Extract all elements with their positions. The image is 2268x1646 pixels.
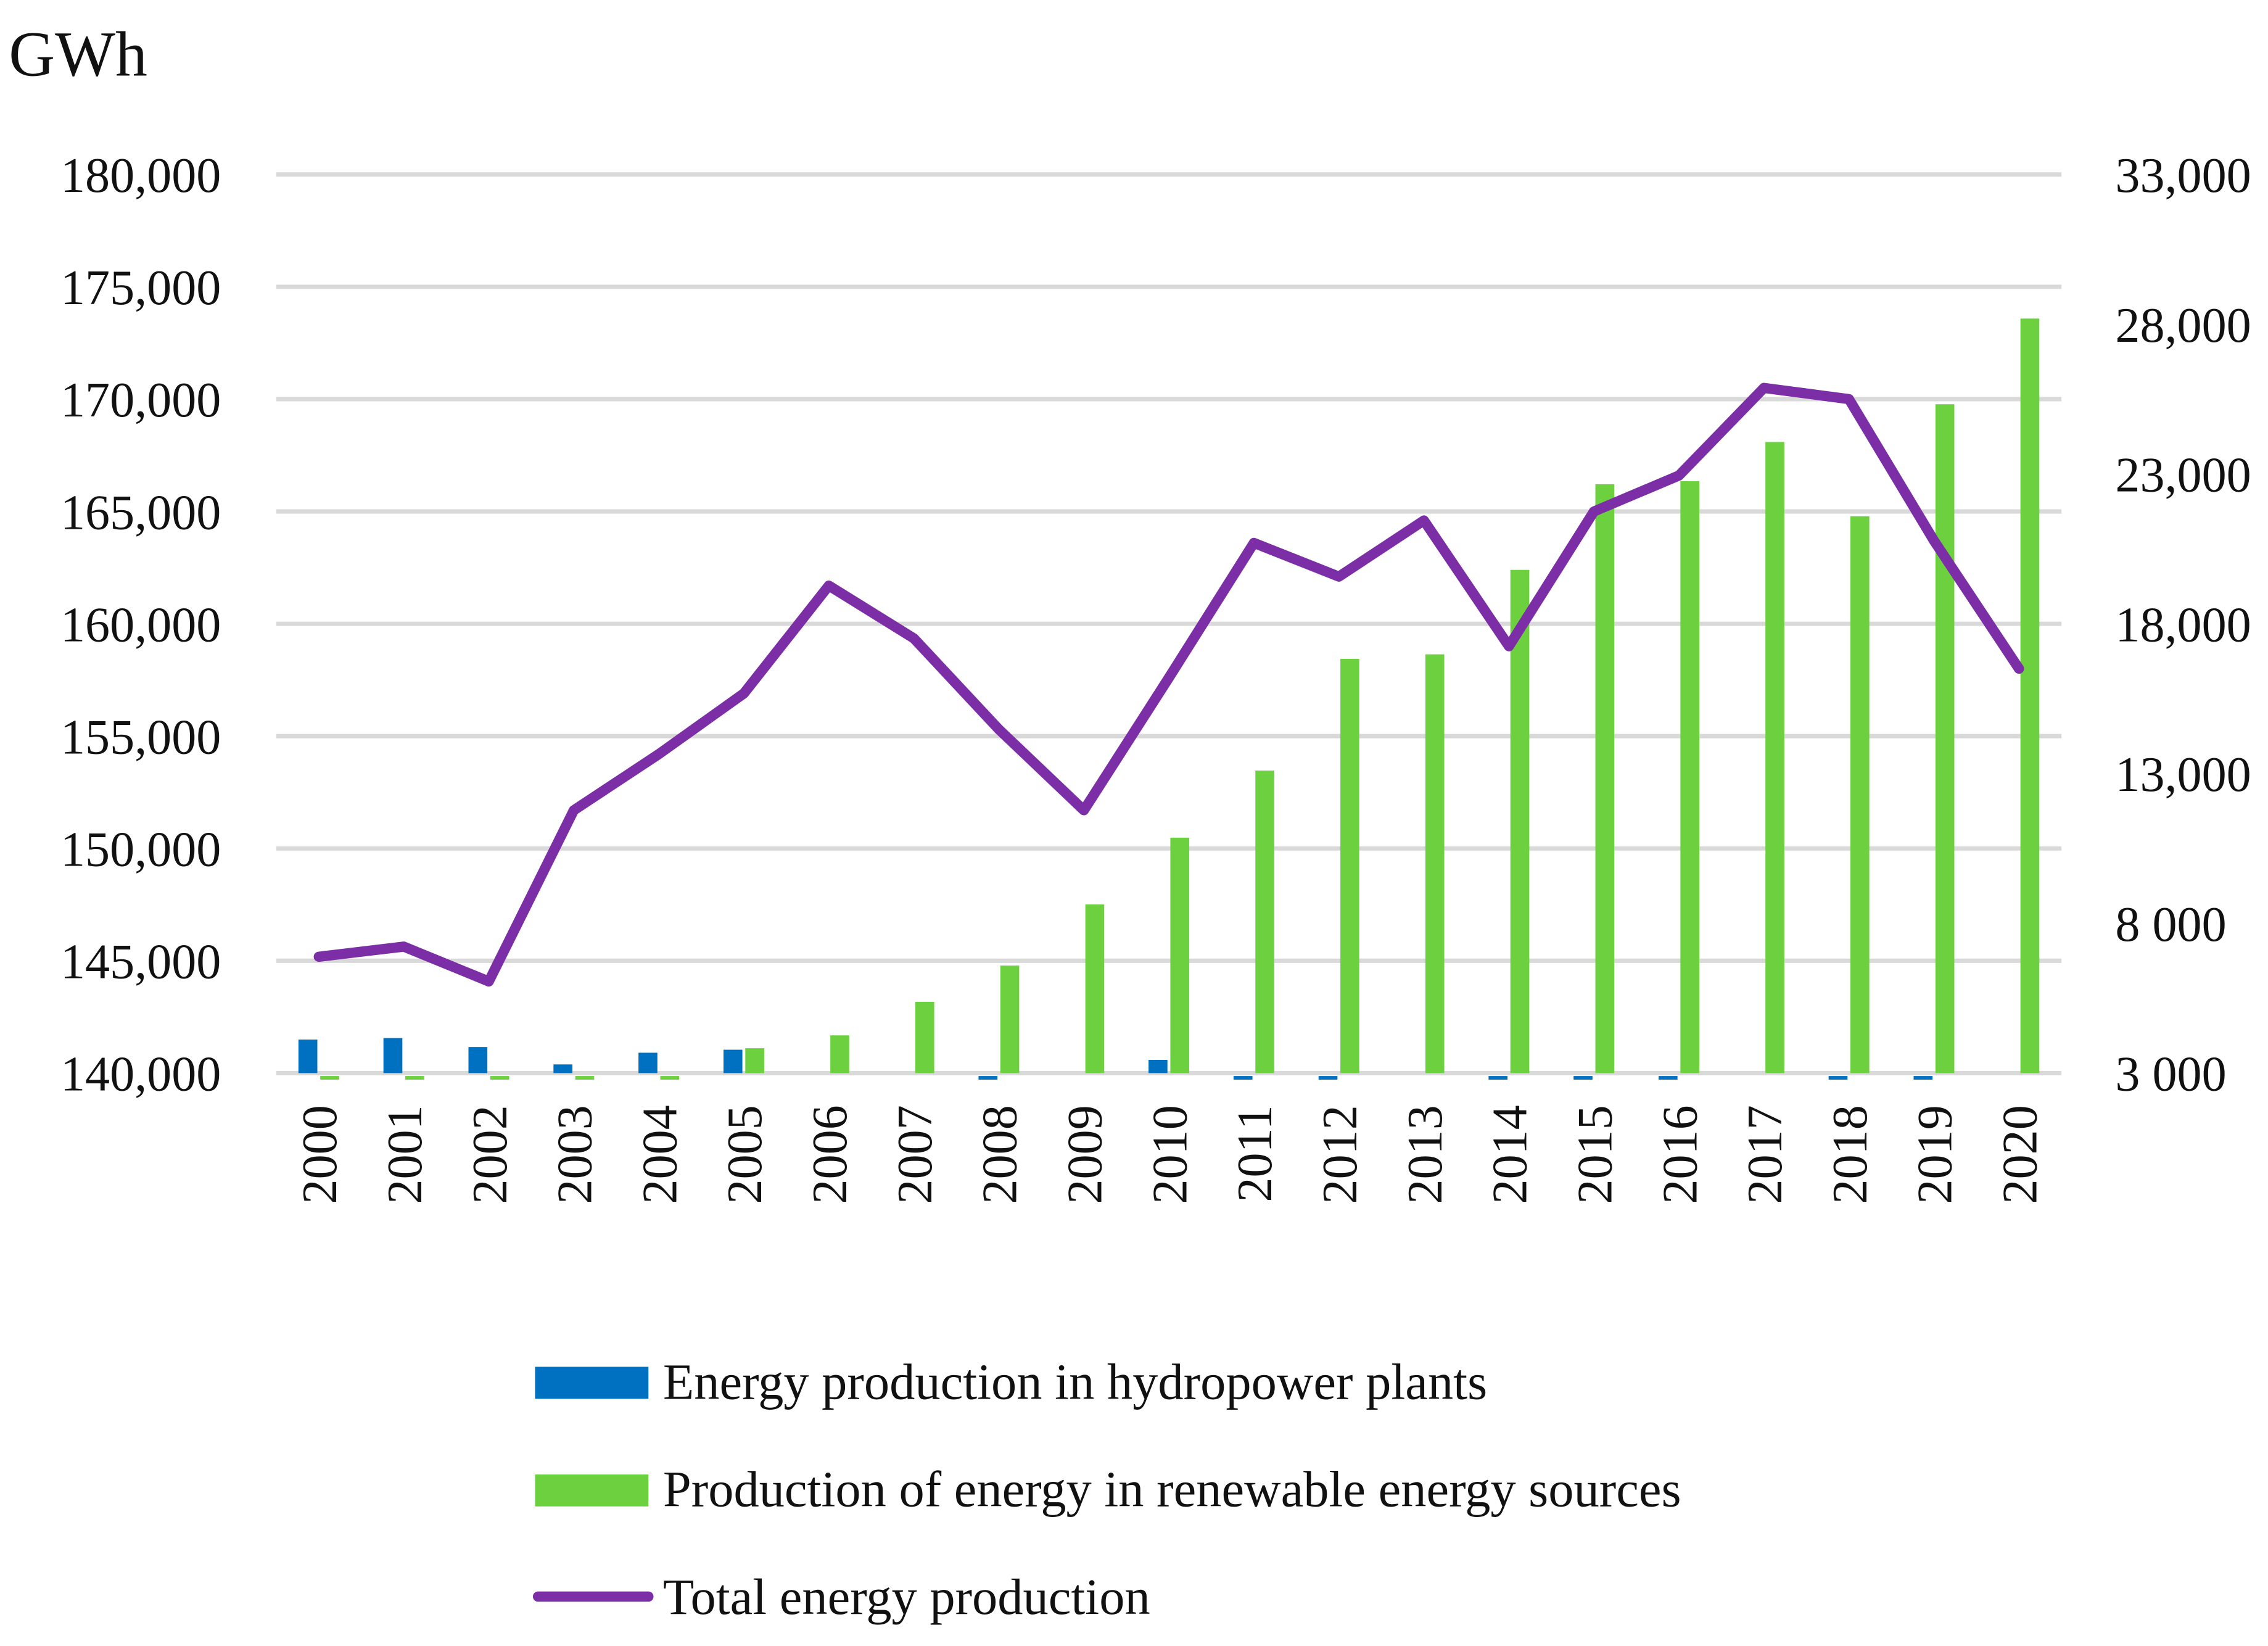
left-tick-label: 145,000 xyxy=(60,935,221,990)
hydro-bar xyxy=(1233,1076,1253,1080)
hydro-bar xyxy=(1659,1076,1678,1080)
renewable-bar xyxy=(1255,771,1274,1073)
left-tick-label: 140,000 xyxy=(60,1048,221,1102)
bars xyxy=(298,318,2040,1080)
hydro-bar xyxy=(468,1047,488,1073)
renewable-bar xyxy=(2020,318,2040,1073)
hydro-bar xyxy=(1573,1076,1593,1080)
x-tick-label: 2018 xyxy=(1823,1105,1878,1204)
left-tick-label: 155,000 xyxy=(60,710,221,764)
left-tick-label: 150,000 xyxy=(60,823,221,877)
renewable-bar xyxy=(1000,966,1020,1073)
total-line xyxy=(313,383,2024,987)
hydro-bar xyxy=(553,1064,572,1073)
renewable-bar xyxy=(745,1048,764,1073)
renewable-bar xyxy=(660,1076,680,1080)
hydro-bar xyxy=(1828,1076,1848,1080)
right-tick-label: 13,000 xyxy=(2115,748,2251,802)
hydro-bar xyxy=(383,1038,403,1073)
legend-label-total: Total energy production xyxy=(663,1568,1150,1625)
x-tick-label: 2013 xyxy=(1398,1105,1453,1204)
renewable-bar xyxy=(320,1076,339,1080)
x-tick-label: 2003 xyxy=(548,1105,603,1204)
renewable-bar xyxy=(1765,442,1784,1073)
right-axis: 3 000 8 000 13,000 18,000 23,000 28,000 33,000 xyxy=(2115,149,2251,1102)
total-energy-line xyxy=(313,383,2024,987)
x-tick-label: 2000 xyxy=(293,1105,347,1204)
unit-label: GWh xyxy=(9,20,147,90)
renewable-bar xyxy=(1425,654,1445,1073)
x-tick-label: 2007 xyxy=(888,1105,942,1204)
left-tick-label: 180,000 xyxy=(60,149,221,203)
renewable-bar xyxy=(1510,569,1530,1073)
renewable-bar xyxy=(830,1035,849,1073)
renewable-bar xyxy=(490,1076,509,1080)
x-tick-label: 2014 xyxy=(1483,1105,1538,1204)
hydro-bar xyxy=(1488,1076,1507,1080)
legend-label-hydro: Energy production in hydropower plants xyxy=(663,1353,1487,1410)
renewable-bar xyxy=(1850,516,1870,1073)
hydro-bar xyxy=(298,1040,318,1073)
x-axis: 2000 2001 2002 2003 2004 2005 2006 2007 2008 2009… xyxy=(293,1105,2047,1204)
renewable-bar xyxy=(1170,837,1190,1073)
renewable-bar xyxy=(915,1001,934,1073)
hydro-bar xyxy=(723,1049,743,1073)
renewable-bar xyxy=(1680,481,1699,1073)
x-tick-label: 2002 xyxy=(463,1105,518,1204)
x-tick-label: 2009 xyxy=(1058,1105,1113,1204)
renewable-bar xyxy=(575,1076,595,1080)
x-tick-label: 2001 xyxy=(378,1105,432,1204)
hydro-bar xyxy=(638,1053,658,1073)
left-tick-label: 175,000 xyxy=(60,261,221,315)
x-tick-label: 2008 xyxy=(973,1105,1028,1204)
right-tick-label: 33,000 xyxy=(2115,149,2251,203)
right-tick-label: 28,000 xyxy=(2115,299,2251,353)
x-tick-label: 2019 xyxy=(1908,1105,1963,1204)
x-tick-label: 2006 xyxy=(803,1105,857,1204)
right-tick-label: 3 000 xyxy=(2115,1048,2226,1102)
gridlines xyxy=(276,172,2062,1075)
left-axis: 140,000 145,000 150,000 155,000 160,000 165,0… xyxy=(60,149,221,1102)
legend-label-renewable: Production of energy in renewable energy… xyxy=(663,1461,1681,1518)
hydro-bar xyxy=(1913,1076,1933,1080)
hydro-bar xyxy=(1148,1060,1168,1073)
x-tick-label: 2015 xyxy=(1568,1105,1622,1204)
x-tick-label: 2017 xyxy=(1738,1105,1792,1204)
left-tick-label: 170,000 xyxy=(60,373,221,428)
x-tick-label: 2005 xyxy=(718,1105,772,1204)
renewable-bar xyxy=(1935,404,1955,1073)
renewable-bar xyxy=(1340,658,1359,1073)
x-tick-label: 2020 xyxy=(1994,1105,2048,1204)
hydro-bar xyxy=(978,1076,998,1080)
x-tick-label: 2010 xyxy=(1143,1105,1197,1204)
renewable-bar xyxy=(1085,904,1105,1073)
renewable-bar xyxy=(1595,484,1615,1073)
hydro-bar xyxy=(1318,1076,1338,1080)
x-tick-label: 2004 xyxy=(633,1105,687,1204)
right-tick-label: 18,000 xyxy=(2115,598,2251,652)
x-tick-label: 2012 xyxy=(1313,1105,1367,1204)
legend: Energy production in hydropower plants P… xyxy=(532,1353,1681,1625)
x-tick-label: 2011 xyxy=(1228,1105,1282,1202)
legend-swatch-hydro xyxy=(535,1367,649,1399)
left-tick-label: 165,000 xyxy=(60,486,221,540)
x-tick-label: 2016 xyxy=(1653,1105,1707,1204)
legend-swatch-renewable xyxy=(535,1474,649,1507)
left-tick-label: 160,000 xyxy=(60,598,221,652)
renewable-bar xyxy=(405,1076,424,1080)
right-tick-label: 23,000 xyxy=(2115,449,2251,503)
right-tick-label: 8 000 xyxy=(2115,898,2226,952)
